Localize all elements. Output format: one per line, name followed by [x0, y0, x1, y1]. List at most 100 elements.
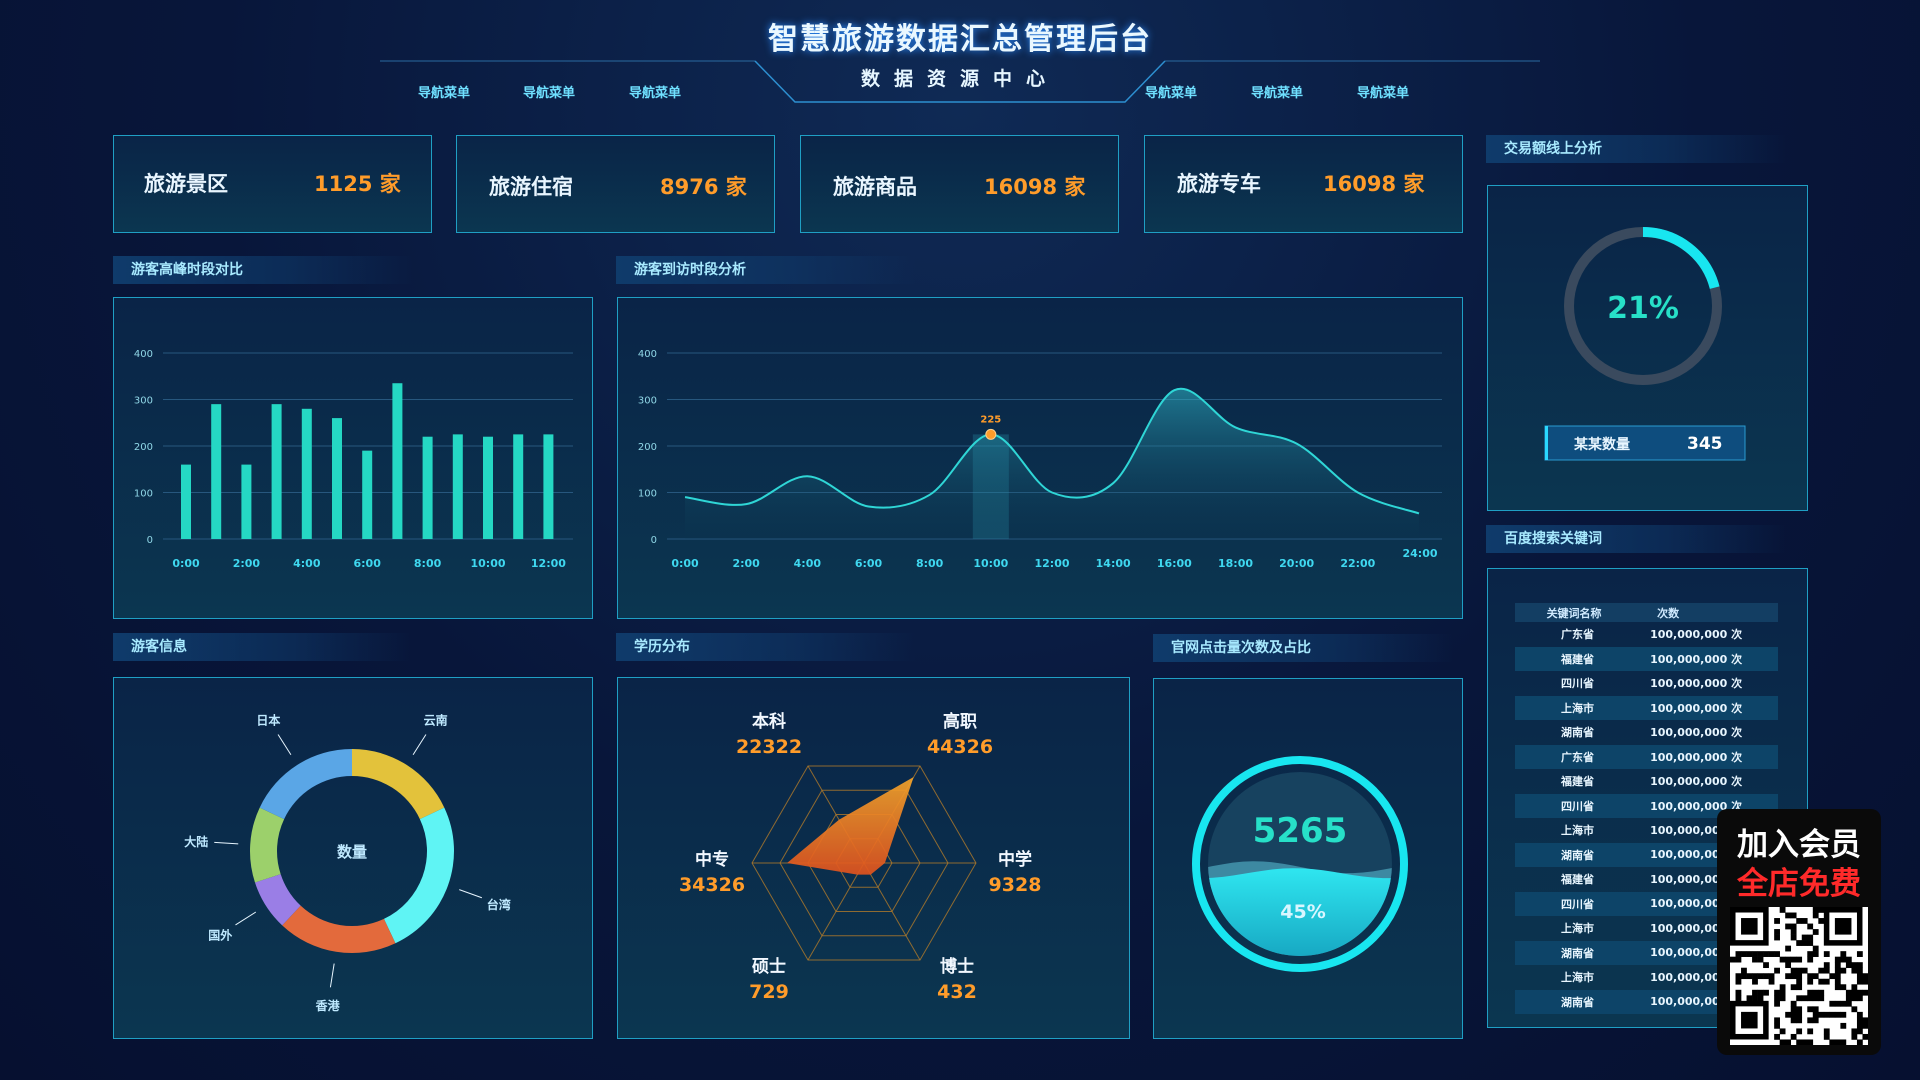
qr-module — [1856, 973, 1863, 980]
qr-module — [1818, 989, 1825, 996]
table-row: 上海市 100,000,000 — [1515, 965, 1778, 990]
keyword-name: 福建省 — [1561, 652, 1595, 666]
qr-module — [1801, 995, 1808, 1002]
qr-module — [1746, 951, 1753, 957]
y-tick-label: 100 — [134, 489, 153, 500]
qr-module — [1757, 951, 1764, 957]
qr-module — [1774, 934, 1780, 941]
qr-module — [1840, 956, 1847, 963]
table-row: 福建省 100,000,000 — [1515, 867, 1778, 892]
qr-module — [1856, 1011, 1863, 1018]
visit-area-chart: 0 100 200 300 400 225 0:00 2:00 4:00 6:00 8:00 10:0… — [638, 349, 1442, 570]
qr-module — [1829, 1039, 1836, 1045]
qr-module — [1818, 918, 1825, 924]
keyword-name: 上海市 — [1561, 701, 1595, 715]
keyword-name: 湖南省 — [1561, 848, 1595, 862]
table-row: 湖南省 100,000,000 次 — [1515, 720, 1778, 745]
bar — [271, 404, 282, 539]
qr-module — [1752, 973, 1758, 980]
keyword-name: 福建省 — [1561, 775, 1595, 789]
stat-label: 旅游景区 — [144, 172, 228, 196]
keyword-name: 四川省 — [1561, 799, 1595, 813]
qr-module — [1779, 1039, 1786, 1045]
qr-module — [1812, 907, 1819, 913]
qr-module — [1807, 989, 1814, 996]
qr-module — [1774, 967, 1780, 974]
nav-menu-left-3[interactable]: 导航菜单 — [629, 86, 682, 101]
stat-value: 8976 家 — [660, 175, 747, 199]
table-row: 上海市 100,000,000 次 — [1515, 695, 1778, 720]
qr-module — [1845, 1000, 1852, 1007]
qr-module — [1856, 989, 1863, 996]
section-title-search: 百度搜索关键词 — [1486, 525, 1786, 553]
qr-module — [1812, 995, 1819, 1002]
ring-progress-arc — [1642, 227, 1720, 289]
highlight-label: 225 — [980, 414, 1001, 425]
x-tick-label: 2:00 — [233, 557, 261, 570]
qr-module — [1834, 984, 1841, 991]
qr-module — [1812, 929, 1819, 935]
qr-module — [1834, 1039, 1841, 1045]
bar — [332, 418, 342, 539]
qr-module — [1763, 989, 1769, 996]
keyword-count: 100,000,000 次 — [1650, 726, 1743, 740]
keyword-count: 100,000,000 次 — [1650, 628, 1743, 642]
qr-module — [1768, 973, 1775, 980]
qr-module — [1774, 995, 1780, 1002]
qr-module — [1807, 923, 1814, 930]
nav-menu-right-1[interactable]: 导航菜单 — [1145, 86, 1198, 101]
qr-module — [1785, 1039, 1792, 1045]
qr-module — [1807, 1039, 1814, 1045]
stat-label: 旅游专车 — [1177, 172, 1261, 196]
qr-module — [1840, 1000, 1847, 1007]
nav-menu-right-3[interactable]: 导航菜单 — [1357, 86, 1410, 101]
qr-module — [1840, 1011, 1847, 1018]
donut-slice — [282, 905, 396, 953]
qr-module — [1856, 1022, 1863, 1029]
qr-module — [1757, 989, 1764, 996]
ring-percent: 21% — [1607, 291, 1679, 326]
qr-module — [1790, 984, 1797, 991]
table-row: 广东省 100,000,000 次 — [1515, 744, 1778, 769]
qr-module — [1818, 967, 1825, 974]
qr-module — [1862, 1033, 1868, 1040]
qr-module — [1862, 989, 1868, 996]
qr-module — [1840, 984, 1847, 991]
highlight-point — [985, 428, 997, 440]
qr-module — [1735, 989, 1742, 996]
qr-module — [1856, 1028, 1863, 1035]
qr-code-icon — [1730, 907, 1868, 1045]
keyword-name: 广东省 — [1561, 628, 1595, 642]
nav-menu-left-1[interactable]: 导航菜单 — [418, 86, 471, 101]
qr-module — [1757, 995, 1764, 1002]
qty-value: 345 — [1687, 434, 1723, 454]
x-tick-label: 2:00 — [732, 557, 760, 570]
keyword-name: 上海市 — [1561, 971, 1595, 985]
donut-label: 云南 — [424, 712, 448, 727]
nav-menu-left-2[interactable]: 导航菜单 — [523, 86, 576, 101]
qr-module — [1812, 1017, 1819, 1024]
qr-module — [1856, 951, 1863, 957]
x-tick-label: 16:00 — [1157, 557, 1192, 570]
qr-module — [1779, 956, 1786, 963]
keyword-name: 湖南省 — [1561, 726, 1595, 740]
donut-label: 台湾 — [487, 897, 511, 912]
clicks-gauge: 5265 45% — [1192, 756, 1408, 972]
qr-module — [1845, 962, 1852, 969]
bar — [301, 408, 312, 539]
qr-module — [1840, 951, 1847, 957]
table-row: 福建省 100,000,000 次 — [1515, 769, 1778, 794]
qr-module — [1834, 967, 1841, 974]
qr-module — [1796, 984, 1803, 991]
qr-module — [1862, 973, 1868, 980]
nav-menu-right-2[interactable]: 导航菜单 — [1251, 86, 1304, 101]
promo-badge[interactable]: 加入会员 全店免费 — [1717, 809, 1881, 1055]
qr-module — [1735, 995, 1742, 1002]
qr-module — [1840, 1022, 1847, 1029]
qr-module — [1823, 978, 1830, 985]
keyword-count: 100,000,000 次 — [1650, 775, 1743, 789]
qr-module — [1823, 951, 1830, 957]
bar — [362, 450, 373, 539]
page-subtitle: 数据资源中心 — [860, 68, 1059, 90]
qr-module — [1851, 1006, 1858, 1013]
